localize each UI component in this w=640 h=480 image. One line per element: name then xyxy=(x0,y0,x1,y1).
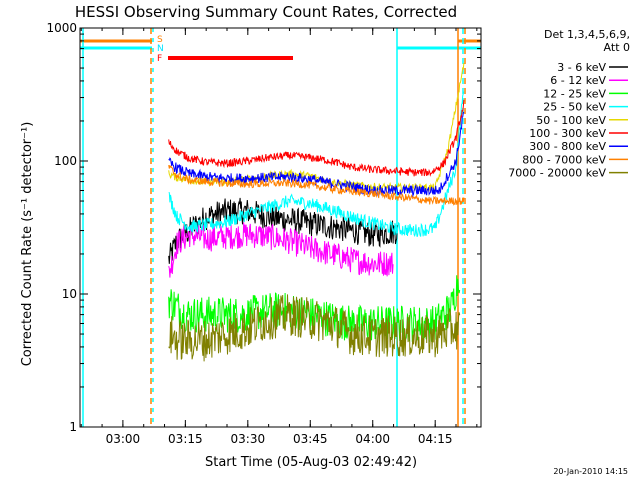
series-lines xyxy=(168,62,465,362)
y-axis-label: Corrected Count Rate (s⁻¹ detector⁻¹) xyxy=(20,122,35,367)
x-axis-label: Start Time (05-Aug-03 02:49:42) xyxy=(205,455,417,470)
flag-label-night: N xyxy=(157,44,164,54)
legend-label: 25 - 50 keV xyxy=(543,101,606,114)
legend-label: 50 - 100 keV xyxy=(536,114,606,127)
legend-label: 800 - 7000 keV xyxy=(522,153,606,166)
plot-frame xyxy=(79,27,482,428)
flag-bars xyxy=(80,28,481,427)
chart-title: HESSI Observing Summary Count Rates, Cor… xyxy=(75,3,457,21)
series-line xyxy=(168,91,465,237)
flag-label-flare: F xyxy=(157,54,162,64)
x-tick-label: 04:15 xyxy=(418,432,453,446)
series-line xyxy=(168,165,465,206)
legend-label: 7000 - 20000 keV xyxy=(508,167,606,180)
series-line xyxy=(168,197,398,264)
y-tick-label: 100 xyxy=(54,154,77,168)
legend-label: 12 - 25 keV xyxy=(543,87,606,100)
footer-timestamp: 20-Jan-2010 14:15 xyxy=(553,467,628,476)
x-tick-label: 03:15 xyxy=(168,432,203,446)
x-tick-label: 03:30 xyxy=(231,432,266,446)
y-tick-label: 1 xyxy=(69,420,77,434)
x-tick-label: 03:00 xyxy=(106,432,141,446)
flag-label-saa: S xyxy=(157,35,163,45)
legend-label: 3 - 6 keV xyxy=(557,61,606,74)
series-line xyxy=(168,222,394,278)
x-tick-label: 03:45 xyxy=(293,432,328,446)
series-line xyxy=(168,294,461,362)
legend-label: 100 - 300 keV xyxy=(529,127,606,140)
series-line xyxy=(168,111,465,198)
series-line xyxy=(168,99,465,177)
axes xyxy=(79,27,482,428)
series-line xyxy=(168,62,465,193)
legend-header-detectors: Det 1,3,4,5,6,9, xyxy=(544,28,630,41)
legend-label: 300 - 800 keV xyxy=(529,140,606,153)
y-tick-label: 10 xyxy=(62,287,77,301)
legend-header-attenuator: Att 0 xyxy=(604,41,630,54)
y-tick-label: 1000 xyxy=(46,21,77,35)
legend-label: 6 - 12 keV xyxy=(550,74,606,87)
axis-ticks: 03:00 03:15 03:30 03:45 04:00 04:15 1 10 100 1000 xyxy=(46,21,481,446)
series-line xyxy=(168,275,461,343)
x-tick-label: 04:00 xyxy=(355,432,390,446)
